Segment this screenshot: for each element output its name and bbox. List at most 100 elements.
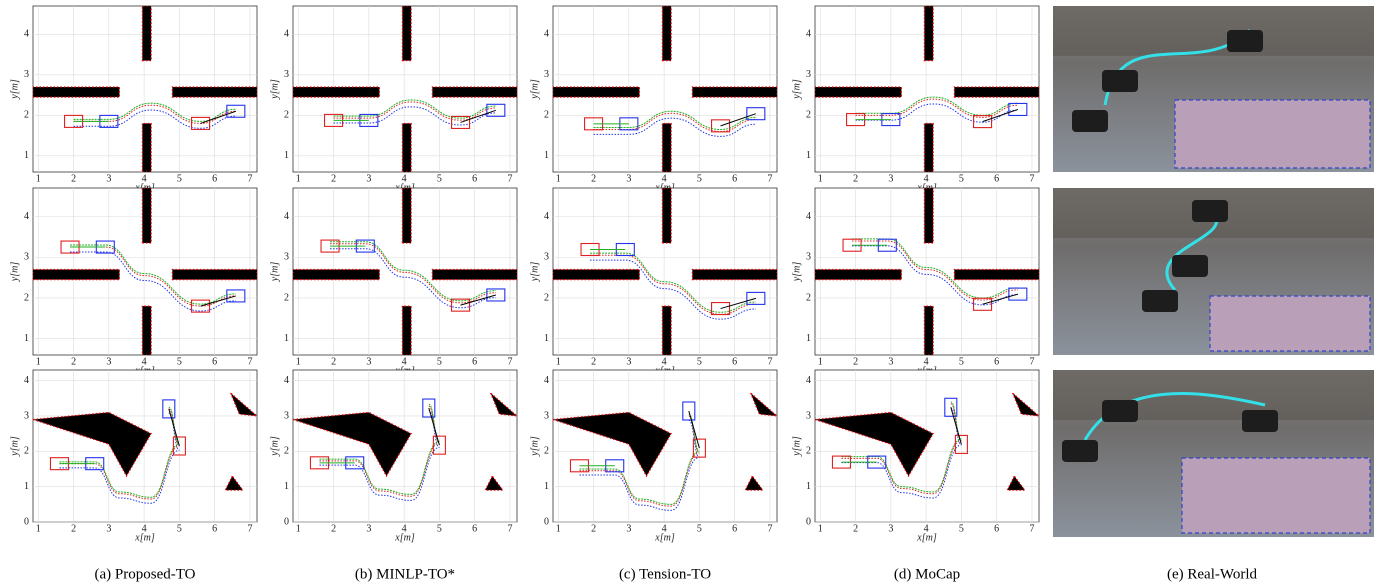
x-tick-label: 1 <box>296 356 301 367</box>
y-tick-label: 3 <box>284 252 289 263</box>
obstacle <box>432 87 517 97</box>
y-axis-label: y[m] <box>269 262 280 283</box>
x-tick-label: 6 <box>732 173 737 184</box>
x-tick-label: 5 <box>177 523 182 534</box>
y-tick-label: 3 <box>806 69 811 80</box>
x-axis-label: x[m] <box>394 532 415 543</box>
y-tick-label: 1 <box>284 481 289 492</box>
obstacle <box>432 269 517 279</box>
caption: (d) MoCap <box>894 566 960 582</box>
y-tick-label: 0 <box>24 516 29 527</box>
plot-panel: 12345671234x[m]y[m] <box>9 6 257 193</box>
x-tick-label: 7 <box>507 173 512 184</box>
x-tick-label: 2 <box>591 523 596 534</box>
obstacle <box>815 87 901 97</box>
caption: (a) Proposed-TO <box>95 566 196 582</box>
plot-area <box>553 370 777 522</box>
y-tick-label: 1 <box>284 150 289 161</box>
x-tick-label: 3 <box>626 173 631 184</box>
x-tick-label: 7 <box>507 356 512 367</box>
y-tick-label: 0 <box>284 516 289 527</box>
x-tick-label: 1 <box>296 173 301 184</box>
y-tick-label: 3 <box>284 410 289 421</box>
obstacle <box>662 123 671 172</box>
y-tick-label: 4 <box>806 29 811 40</box>
obstacle <box>954 87 1039 97</box>
y-tick-label: 4 <box>24 211 29 222</box>
inset <box>1175 100 1370 168</box>
x-tick-label: 5 <box>697 173 702 184</box>
x-tick-label: 2 <box>71 173 76 184</box>
obstacle <box>402 123 411 172</box>
obstacle <box>142 123 151 172</box>
x-tick-label: 3 <box>366 173 371 184</box>
plot-panel: 12345671234x[m]y[m] <box>9 188 257 376</box>
y-tick-label: 3 <box>284 69 289 80</box>
obstacle <box>33 87 119 97</box>
photo <box>1053 6 1374 172</box>
y-tick-label: 2 <box>284 110 289 121</box>
y-tick-label: 3 <box>24 69 29 80</box>
x-tick-label: 5 <box>177 173 182 184</box>
y-tick-label: 4 <box>806 211 811 222</box>
x-tick-label: 6 <box>212 173 217 184</box>
obstacle <box>924 6 933 61</box>
y-tick-label: 1 <box>806 481 811 492</box>
y-tick-label: 3 <box>806 410 811 421</box>
obstacle <box>924 123 933 172</box>
obstacle <box>662 306 671 355</box>
photo <box>1053 370 1374 537</box>
plot-panel: 123456701234x[m]y[m] <box>269 370 517 543</box>
x-tick-label: 3 <box>888 356 893 367</box>
x-tick-label: 2 <box>331 523 336 534</box>
x-tick-label: 3 <box>106 173 111 184</box>
y-tick-label: 4 <box>544 375 549 386</box>
y-tick-label: 0 <box>806 516 811 527</box>
obstacle <box>142 306 151 355</box>
x-tick-label: 5 <box>697 523 702 534</box>
y-tick-label: 3 <box>544 69 549 80</box>
x-tick-label: 3 <box>106 356 111 367</box>
x-tick-label: 5 <box>697 356 702 367</box>
x-tick-label: 3 <box>106 523 111 534</box>
x-tick-label: 3 <box>626 523 631 534</box>
x-tick-label: 7 <box>1029 173 1034 184</box>
x-tick-label: 2 <box>591 173 596 184</box>
photo <box>1053 188 1374 355</box>
obstacle <box>553 269 639 279</box>
obstacle <box>172 87 257 97</box>
y-axis-label: y[m] <box>529 436 540 457</box>
y-axis-label: y[m] <box>269 79 280 100</box>
obstacle <box>402 188 411 243</box>
y-tick-label: 3 <box>544 252 549 263</box>
x-tick-label: 6 <box>732 356 737 367</box>
robot-dog <box>1172 255 1208 277</box>
x-tick-label: 7 <box>507 523 512 534</box>
x-axis-label: x[m] <box>654 532 675 543</box>
x-tick-label: 1 <box>36 356 41 367</box>
y-axis-label: y[m] <box>529 262 540 283</box>
x-tick-label: 3 <box>888 173 893 184</box>
robot-dog <box>1102 400 1138 422</box>
x-tick-label: 2 <box>71 523 76 534</box>
y-tick-label: 1 <box>544 150 549 161</box>
obstacle <box>924 188 933 243</box>
y-tick-label: 4 <box>806 375 811 386</box>
y-axis-label: y[m] <box>529 79 540 100</box>
y-tick-label: 2 <box>806 446 811 457</box>
y-tick-label: 3 <box>24 410 29 421</box>
obstacle <box>402 6 411 61</box>
y-tick-label: 2 <box>24 292 29 303</box>
robot-dog <box>1072 110 1108 132</box>
y-axis-label: y[m] <box>269 436 280 457</box>
plot-panel: 12345671234x[m]y[m] <box>791 188 1039 376</box>
x-tick-label: 1 <box>36 523 41 534</box>
obstacle <box>293 87 379 97</box>
x-tick-label: 5 <box>437 523 442 534</box>
y-tick-label: 4 <box>284 29 289 40</box>
x-tick-label: 1 <box>556 173 561 184</box>
figure: 1 2 3 4 5 6 7 1 2 3 4 x[m] y[m] 1 2 3 4 5 6 7 1 2 3 4 x[m] y[m] 1 2… <box>0 0 1374 587</box>
x-tick-label: 3 <box>366 523 371 534</box>
x-tick-label: 2 <box>331 173 336 184</box>
y-tick-label: 2 <box>544 292 549 303</box>
